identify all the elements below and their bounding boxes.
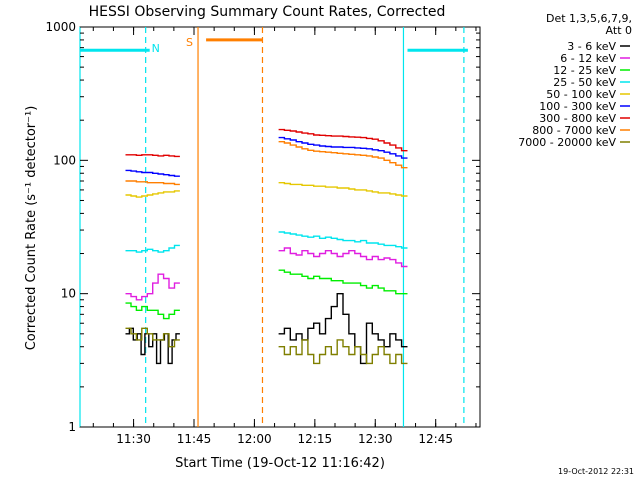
y-tick-label: 1 xyxy=(68,420,76,434)
series-line xyxy=(278,128,408,152)
series-layer xyxy=(125,128,408,365)
series-line xyxy=(125,273,180,301)
y-tick-label: 1000 xyxy=(45,20,76,34)
series-line xyxy=(125,180,180,186)
series-line xyxy=(278,181,408,197)
legend-entry-label: 50 - 100 keV xyxy=(546,88,616,101)
flag-label-s: S xyxy=(186,36,193,49)
series-line xyxy=(278,136,408,159)
legend-header: Att 0 xyxy=(606,24,632,37)
legend-entry-label: 100 - 300 keV xyxy=(539,100,616,113)
legend-entry-label: 3 - 6 keV xyxy=(567,40,616,53)
x-tick-label: 11:30 xyxy=(116,432,151,446)
x-tick-label: 11:45 xyxy=(177,432,212,446)
legend-entry-label: 300 - 800 keV xyxy=(539,112,616,125)
time-markers xyxy=(79,27,465,427)
legend-entry-label: 7000 - 20000 keV xyxy=(518,136,616,149)
y-tick-label: 100 xyxy=(53,153,76,167)
x-axis-label: Start Time (19-Oct-12 11:16:42) xyxy=(175,456,385,471)
legend-entry-label: 6 - 12 keV xyxy=(560,52,616,65)
chart-title: HESSI Observing Summary Count Rates, Cor… xyxy=(89,4,446,20)
series-line xyxy=(125,327,180,348)
timestamp: 19-Oct-2012 22:31 xyxy=(558,467,634,476)
series-line xyxy=(125,190,180,198)
x-tick-label: 12:15 xyxy=(298,432,333,446)
series-line xyxy=(125,154,180,158)
x-axis: 11:30 11:45 12:00 12:15 12:30 12:45 xyxy=(92,27,477,446)
legend-header: Det 1,3,5,6,7,9, xyxy=(546,12,632,25)
legend-entry-label: 12 - 25 keV xyxy=(553,64,616,77)
plot-border xyxy=(79,26,481,428)
series-line xyxy=(278,247,408,268)
x-tick-label: 12:30 xyxy=(358,432,393,446)
y-axis-label: Corrected Count Rate (s⁻¹ detector⁻¹) xyxy=(24,106,39,351)
x-tick-label: 12:45 xyxy=(418,432,453,446)
x-tick-label: 12:00 xyxy=(237,432,272,446)
series-line xyxy=(278,293,408,365)
legend-entry-label: 800 - 7000 keV xyxy=(532,124,616,137)
series-line xyxy=(125,169,180,177)
plot-frame xyxy=(79,26,481,428)
flag-label-n: N xyxy=(152,42,160,55)
legend-entry-label: 25 - 50 keV xyxy=(553,76,616,89)
series-line xyxy=(278,140,408,169)
series-line xyxy=(125,244,180,253)
y-tick-label: 10 xyxy=(61,287,76,301)
series-line xyxy=(278,231,408,249)
series-line xyxy=(278,339,408,365)
series-line xyxy=(125,302,180,320)
series-line xyxy=(278,269,408,295)
